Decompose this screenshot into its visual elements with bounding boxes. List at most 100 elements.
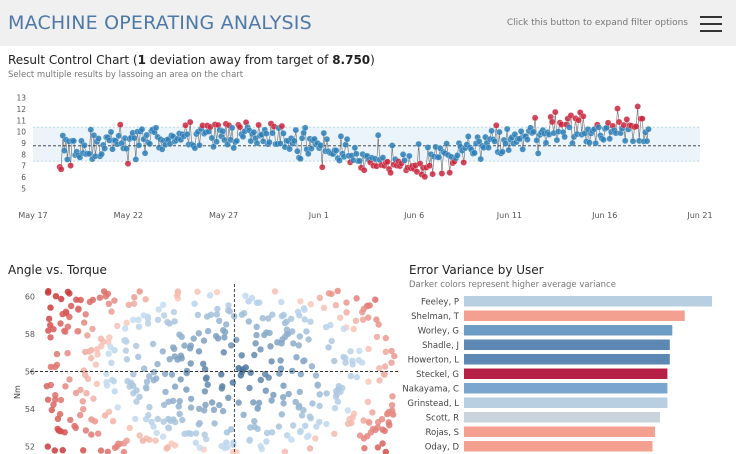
scatter-point[interactable] <box>192 430 200 437</box>
scatter-point[interactable] <box>210 406 218 413</box>
in-control-point[interactable] <box>629 137 637 145</box>
in-control-point[interactable] <box>320 129 328 137</box>
scatter-point[interactable] <box>204 327 212 335</box>
scatter-point[interactable] <box>171 442 179 449</box>
scatter-point[interactable] <box>342 355 349 362</box>
scatter-point[interactable] <box>145 411 152 419</box>
out-of-control-point[interactable] <box>319 163 326 171</box>
scatter-point[interactable] <box>62 383 69 390</box>
scatter-point[interactable] <box>337 314 344 321</box>
out-of-control-point[interactable] <box>67 162 74 169</box>
in-control-point[interactable] <box>292 126 300 134</box>
scatter-point[interactable] <box>213 288 221 296</box>
scatter-point[interactable] <box>164 318 171 326</box>
scatter-point[interactable] <box>308 363 316 370</box>
scatter-point[interactable] <box>96 294 104 301</box>
scatter-point[interactable] <box>80 406 87 413</box>
in-control-point[interactable] <box>406 152 413 160</box>
in-control-point[interactable] <box>336 157 343 164</box>
out-of-control-point[interactable] <box>567 112 575 119</box>
scatter-point[interactable] <box>221 328 229 336</box>
out-of-control-point[interactable] <box>604 119 612 127</box>
scatter-point[interactable] <box>331 357 338 365</box>
scatter-point[interactable] <box>316 391 323 398</box>
in-control-point[interactable] <box>228 124 236 132</box>
scatter-point[interactable] <box>221 444 229 452</box>
in-control-point[interactable] <box>488 127 495 135</box>
scatter-point[interactable] <box>52 396 59 403</box>
scatter-point[interactable] <box>268 358 275 365</box>
scatter-point[interactable] <box>50 401 57 408</box>
scatter-point[interactable] <box>303 433 311 441</box>
scatter-point[interactable] <box>160 312 168 319</box>
out-of-control-point[interactable] <box>182 122 189 129</box>
scatter-point[interactable] <box>382 334 389 342</box>
in-control-point[interactable] <box>553 136 561 144</box>
in-control-point[interactable] <box>308 145 315 152</box>
scatter-point[interactable] <box>168 371 176 378</box>
scatter-point[interactable] <box>316 418 323 426</box>
in-control-point[interactable] <box>132 156 140 163</box>
scatter-point[interactable] <box>331 430 338 437</box>
out-of-control-point[interactable] <box>575 116 582 124</box>
scatter-point[interactable] <box>126 424 133 432</box>
in-control-point[interactable] <box>401 157 408 164</box>
scatter-point[interactable] <box>263 438 270 445</box>
scatter-point[interactable] <box>58 295 65 303</box>
scatter-point[interactable] <box>278 298 285 306</box>
scatter-point[interactable] <box>278 411 285 418</box>
in-control-point[interactable] <box>291 137 298 145</box>
scatter-point[interactable] <box>181 430 188 438</box>
scatter-point[interactable] <box>356 432 364 439</box>
in-control-point[interactable] <box>491 138 498 145</box>
angle-vs-torque-chart[interactable]: 52 54 56 58 60 Nm <box>0 284 400 454</box>
scatter-point[interactable] <box>255 399 263 406</box>
in-control-point[interactable] <box>561 133 568 141</box>
scatter-point[interactable] <box>159 348 166 355</box>
scatter-point[interactable] <box>285 390 292 398</box>
scatter-point[interactable] <box>206 292 214 299</box>
scatter-point[interactable] <box>281 448 289 454</box>
scatter-point[interactable] <box>280 400 287 407</box>
scatter-point[interactable] <box>103 382 111 389</box>
scatter-point[interactable] <box>365 345 372 353</box>
out-of-control-point[interactable] <box>57 166 65 173</box>
scatter-point[interactable] <box>360 417 367 424</box>
scatter-point[interactable] <box>347 348 354 355</box>
scatter-point[interactable] <box>331 404 339 412</box>
in-control-point[interactable] <box>247 137 255 145</box>
variance-bar[interactable] <box>464 310 685 322</box>
in-control-point[interactable] <box>123 145 130 152</box>
scatter-point[interactable] <box>347 372 354 380</box>
scatter-point[interactable] <box>160 301 167 308</box>
out-of-control-point[interactable] <box>117 121 124 128</box>
scatter-point[interactable] <box>294 308 302 315</box>
in-control-point[interactable] <box>595 124 603 131</box>
scatter-point[interactable] <box>220 349 227 356</box>
scatter-point[interactable] <box>280 382 287 389</box>
scatter-point[interactable] <box>195 348 203 355</box>
scatter-point[interactable] <box>123 437 130 444</box>
scatter-point[interactable] <box>75 306 82 313</box>
scatter-point[interactable] <box>221 334 228 341</box>
in-control-point[interactable] <box>353 150 360 158</box>
in-control-point[interactable] <box>95 135 102 142</box>
scatter-point[interactable] <box>306 413 313 420</box>
scatter-point[interactable] <box>366 419 373 426</box>
scatter-point[interactable] <box>59 447 66 454</box>
scatter-point[interactable] <box>166 356 173 363</box>
scatter-point[interactable] <box>300 406 307 414</box>
scatter-point[interactable] <box>142 384 150 391</box>
scatter-point[interactable] <box>332 302 340 309</box>
scatter-point[interactable] <box>174 290 181 297</box>
scatter-point[interactable] <box>130 382 137 389</box>
in-control-point[interactable] <box>415 140 422 148</box>
scatter-point[interactable] <box>84 332 91 339</box>
in-control-point[interactable] <box>297 155 304 163</box>
scatter-point[interactable] <box>328 290 335 298</box>
scatter-point[interactable] <box>103 370 110 377</box>
scatter-point[interactable] <box>162 388 169 396</box>
scatter-point[interactable] <box>56 410 64 418</box>
in-control-point[interactable] <box>158 146 166 153</box>
in-control-point[interactable] <box>606 135 613 143</box>
